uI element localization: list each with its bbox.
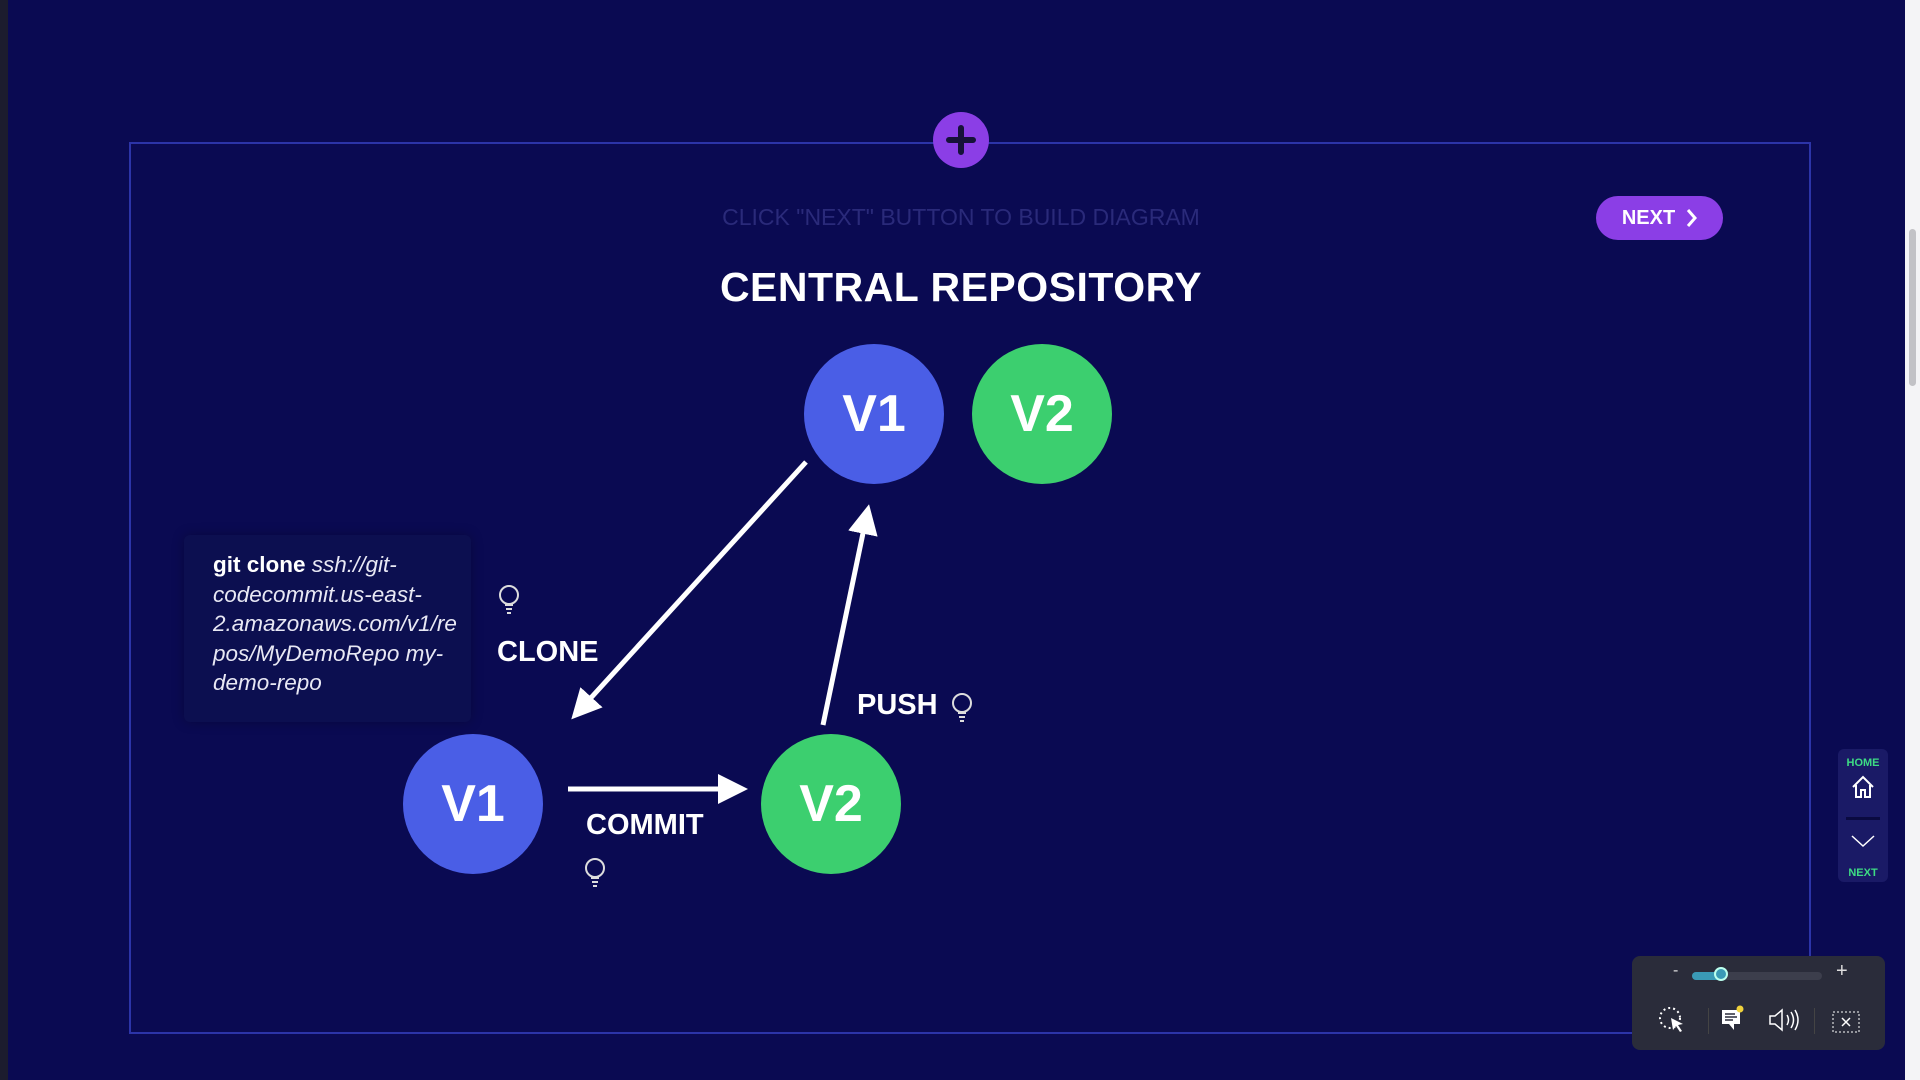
home-label[interactable]: HOME: [1846, 757, 1880, 769]
clone-arrow: [571, 460, 808, 720]
next-button[interactable]: NEXT: [1596, 196, 1723, 240]
diagram-title: CENTRAL REPOSITORY: [719, 264, 1203, 310]
nav-divider: [1846, 817, 1880, 820]
next-nav-label[interactable]: NEXT: [1848, 867, 1878, 879]
window-edge: [0, 0, 8, 1080]
close-captions-box-icon[interactable]: [1832, 1011, 1860, 1033]
plus-icon: [946, 125, 976, 155]
instruction-text: CLICK "NEXT" BUTTON TO BUILD DIAGRAM: [722, 204, 1200, 230]
clone-tooltip: [184, 535, 471, 722]
zoom-slider-handle[interactable]: [1713, 967, 1728, 981]
next-button-label: NEXT: [1621, 206, 1676, 229]
divider: [1814, 1008, 1815, 1034]
player-controls: - +: [1632, 956, 1885, 1050]
push-hint-lightbulb-icon[interactable]: [950, 691, 974, 725]
captions-icon[interactable]: [1720, 1004, 1746, 1034]
clone-hint-lightbulb-icon[interactable]: [497, 583, 521, 617]
divider: [1708, 1008, 1709, 1034]
local-node-v1[interactable]: V1: [403, 734, 543, 874]
push-arrow: [820, 504, 878, 726]
chevron-right-icon: [1687, 209, 1698, 227]
clone-tooltip-text: git clone ssh://git-codecommit.us-east-2…: [213, 550, 463, 698]
chevron-down-icon[interactable]: [1851, 833, 1875, 849]
tooltip-argument: ssh://git-codecommit.us-east-2.amazonaws…: [213, 552, 457, 695]
home-icon[interactable]: [1851, 775, 1875, 799]
zoom-out-button[interactable]: -: [1673, 962, 1679, 979]
clone-label: CLONE: [497, 636, 599, 668]
side-nav: HOME NEXT: [1838, 749, 1888, 882]
tooltip-command: git clone: [213, 552, 306, 577]
pointer-icon[interactable]: [1658, 1006, 1688, 1034]
zoom-slider[interactable]: [1692, 967, 1822, 981]
central-node-v2[interactable]: V2: [972, 344, 1112, 484]
zoom-slider-fill: [1692, 972, 1721, 980]
push-label: PUSH: [857, 689, 938, 721]
commit-hint-lightbulb-icon[interactable]: [583, 856, 607, 890]
page-scrollbar[interactable]: [1905, 0, 1920, 1080]
local-node-v2[interactable]: V2: [761, 734, 901, 874]
volume-icon[interactable]: [1768, 1008, 1802, 1032]
add-button[interactable]: [933, 112, 989, 168]
commit-label: COMMIT: [586, 809, 704, 841]
scrollbar-thumb[interactable]: [1909, 229, 1916, 386]
central-node-v1[interactable]: V1: [804, 344, 944, 484]
zoom-in-button[interactable]: +: [1836, 960, 1848, 982]
